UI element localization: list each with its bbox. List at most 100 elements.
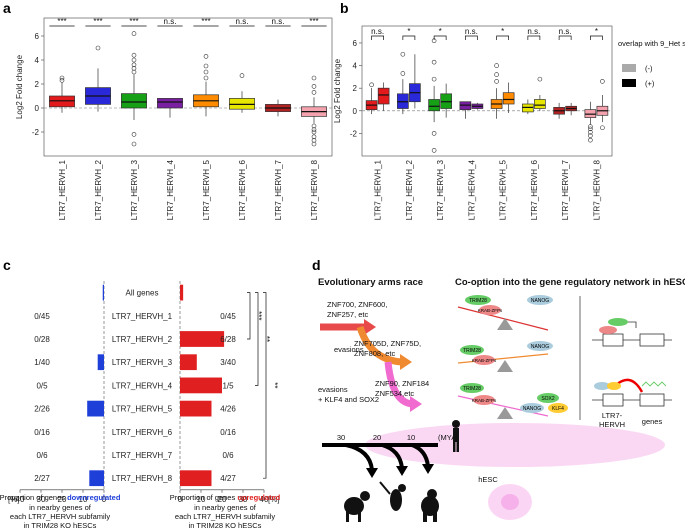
- outlier: [431, 59, 437, 65]
- y-tick-label: 0: [35, 104, 40, 113]
- svg-text:30: 30: [337, 433, 345, 442]
- outlier: [131, 57, 137, 63]
- box-pos-LTR7_HERVH_3: [440, 83, 452, 118]
- box-pos-LTR7_HERVH_7: [565, 102, 577, 116]
- box-pos-LTR7_HERVH_6: [534, 76, 546, 111]
- svg-text:TRIM28: TRIM28: [463, 348, 481, 354]
- sig-bracket: [247, 292, 251, 340]
- svg-text:TRIM28: TRIM28: [463, 386, 481, 392]
- sig-label: n.s.: [527, 27, 540, 36]
- bar-down-label: 2/27: [34, 474, 50, 483]
- caption-down: Proportion of genes downregulated in nea…: [0, 493, 121, 530]
- y-tick-label: 6: [35, 32, 40, 41]
- outlier: [131, 62, 137, 68]
- sig-bracket: [255, 292, 259, 386]
- outlier: [588, 124, 593, 129]
- bar-up: [180, 331, 225, 347]
- bar-up: [180, 400, 212, 417]
- svg-text:KRAB-ZFPs: KRAB-ZFPs: [472, 398, 497, 403]
- bar-up-label: 0/45: [220, 312, 236, 321]
- x-tick-label: LTR7_HERVH_7: [561, 159, 570, 220]
- x-tick-label: LTR7_HERVH_1: [58, 159, 67, 220]
- sig-bracket: [496, 35, 509, 40]
- outlier: [588, 126, 593, 132]
- outlier: [131, 141, 137, 147]
- x-tick-label: LTR7_HERVH_7: [274, 159, 283, 220]
- seesaw-1: TRIM28 KRAB-ZFPs NANOG: [457, 295, 553, 331]
- seesaw-2: TRIM28 KRAB-ZFPs NANOG: [457, 341, 553, 372]
- svg-text:evasions: evasions: [334, 345, 364, 354]
- outlier: [494, 63, 499, 68]
- svg-text:NANOG: NANOG: [523, 406, 541, 412]
- cooption-title: Co-option into the gene regulatory netwo…: [455, 277, 685, 288]
- row-label: LTR7_HERVH_4: [112, 381, 173, 390]
- box: [121, 93, 147, 109]
- y-axis-label: Log2 Fold change: [15, 54, 24, 119]
- x-tick-label: 30: [37, 495, 46, 504]
- gene-schematic-2: LTR7- HERVH genes: [592, 378, 672, 429]
- x-tick-label: 30: [239, 495, 248, 504]
- outlier: [203, 54, 209, 59]
- box-neg-LTR7_HERVH_2: [397, 51, 409, 115]
- y-tick-label: 2: [353, 84, 358, 93]
- bar-up-label: 6/28: [220, 335, 236, 344]
- outlier: [311, 141, 317, 147]
- x-unit-up: [%]: [268, 495, 280, 504]
- box-LTR7_HERVH_6: [229, 73, 255, 113]
- box-pos-LTR7_HERVH_4: [471, 102, 484, 110]
- outlier: [588, 133, 593, 138]
- bar-down: [89, 470, 104, 487]
- y-tick-label: 4: [35, 56, 40, 65]
- legend-swatch-pos: [622, 79, 636, 87]
- svg-text:in nearby genes of: in nearby genes of: [29, 503, 92, 512]
- box-neg-LTR7_HERVH_7: [553, 102, 565, 119]
- bar-down: [87, 400, 104, 417]
- box-neg-LTR7_HERVH_8: [584, 101, 597, 143]
- sig-bracket: [402, 35, 416, 40]
- caption-down-line1: Proportion of genes downregulated: [0, 493, 121, 502]
- outlier: [239, 73, 245, 78]
- outlier: [431, 76, 437, 82]
- x-tick-label: LTR7_HERVH_3: [436, 159, 445, 220]
- box-pos-LTR7_HERVH_2: [409, 54, 421, 109]
- x-tick-label: LTR7_HERVH_6: [530, 159, 539, 220]
- boxplot-a: -2 0 2 4 6 Log2 Fold change *** LTR7_HERVH_1 ***…: [15, 17, 333, 220]
- row-label: LTR7_HERVH_7: [112, 451, 173, 460]
- row-label: LTR7_HERVH_5: [112, 405, 173, 414]
- arrow-pink-head: [410, 396, 422, 412]
- y-tick-label: 0: [353, 107, 358, 116]
- box-neg-LTR7_HERVH_1: [365, 82, 378, 115]
- box-neg-LTR7_HERVH_5: [490, 63, 503, 119]
- sig-bracket: [590, 35, 603, 40]
- outlier: [311, 134, 317, 140]
- outlier: [400, 71, 406, 76]
- panel-label-d: d: [312, 257, 321, 273]
- sig-bracket: [465, 35, 478, 40]
- sig-label: n.s.: [465, 27, 478, 36]
- svg-text:ZNF257, etc: ZNF257, etc: [327, 310, 369, 319]
- svg-text:10: 10: [407, 433, 415, 442]
- outlier: [131, 132, 137, 137]
- arrow-orange: [356, 325, 403, 366]
- box-LTR7_HERVH_8: [301, 75, 327, 147]
- svg-text:in nearby genes of: in nearby genes of: [194, 503, 257, 512]
- box-neg-LTR7_HERVH_6: [522, 99, 534, 115]
- sig-label: ***: [93, 17, 102, 26]
- panel-label-c: c: [3, 257, 11, 273]
- box: [157, 98, 183, 109]
- x-tick-label: LTR7_HERVH_2: [405, 159, 414, 220]
- sig-bracket: [371, 35, 384, 40]
- bar-up: [180, 470, 212, 487]
- bar-up-label: 4/26: [220, 405, 236, 414]
- sig-label: ***: [129, 17, 138, 26]
- box-pos-LTR7_HERVH_5: [502, 82, 515, 114]
- x-tick-label: 10: [79, 495, 88, 504]
- bar-down-label: 0/5: [36, 381, 48, 390]
- sig-label: ***: [254, 311, 263, 320]
- svg-text:(MYA): (MYA): [438, 433, 459, 442]
- sig-label: ***: [201, 17, 210, 26]
- x-tick-label: LTR7_HERVH_3: [130, 159, 139, 220]
- row-label: LTR7_HERVH_2: [112, 335, 173, 344]
- svg-text:each LTR7_HERVH subfamily: each LTR7_HERVH subfamily: [10, 512, 110, 521]
